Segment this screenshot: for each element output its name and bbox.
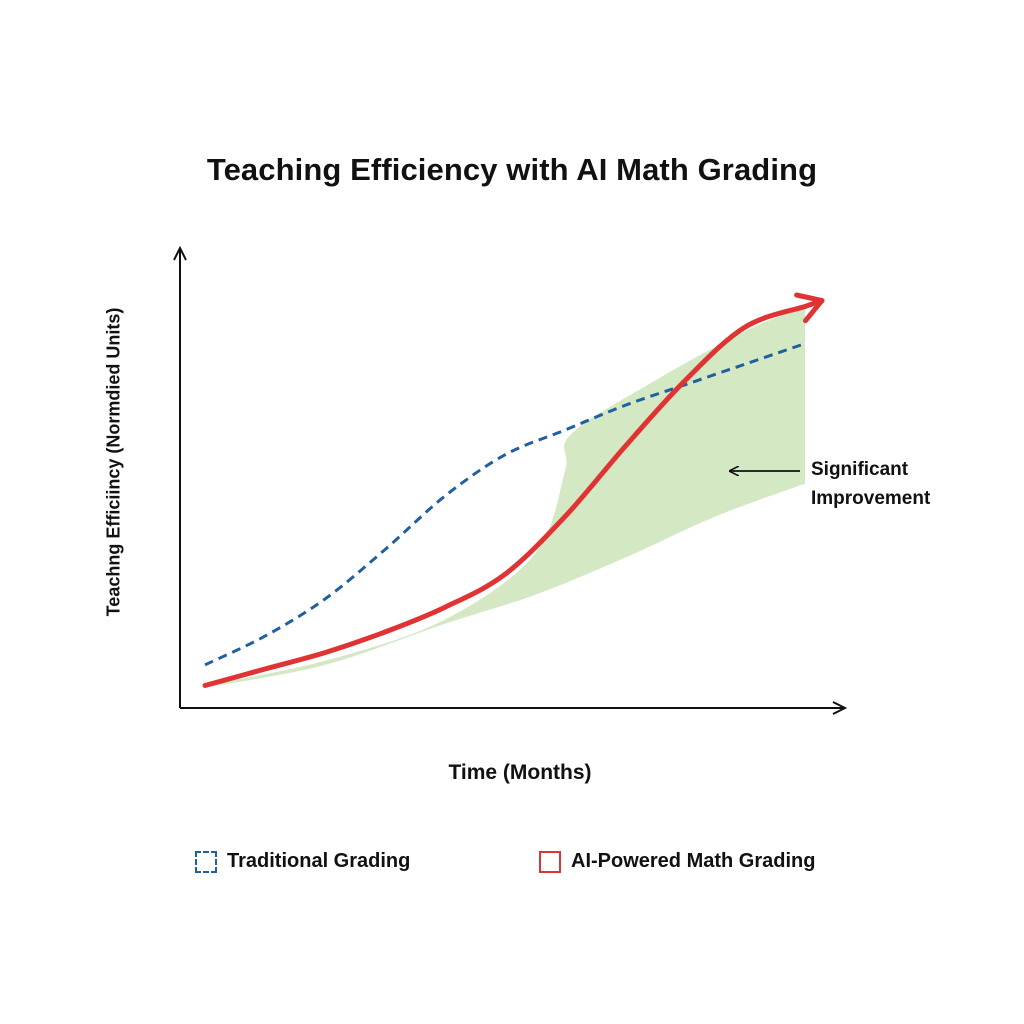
y-axis-label: Teachng Efficiincy (Normdied Units) [103, 307, 124, 617]
legend-swatch-ai [539, 850, 561, 873]
ai-grading-arrowhead [794, 292, 825, 324]
x-axis-label: Time (Months) [448, 761, 592, 784]
chart-title: Teaching Efficiency with AI Math Grading [206, 152, 818, 187]
y-axis-arrowhead [173, 245, 187, 261]
annotation-line-2: Improvement [811, 488, 931, 509]
legend-label-traditional: Traditional Grading [227, 850, 411, 872]
legend-item-ai: AI-Powered Math Grading [539, 850, 815, 873]
legend-label-ai: AI-Powered Math Grading [571, 850, 816, 872]
legend-item-traditional: Traditional Grading [195, 850, 410, 873]
improvement-annotation: Significant Improvement [811, 455, 930, 513]
improvement-shaded-area [205, 306, 805, 688]
annotation-line-1: Significant [811, 459, 909, 480]
traditional-grading-line [204, 342, 806, 667]
x-axis-arrowhead [832, 701, 848, 715]
legend-swatch-traditional [195, 850, 217, 873]
ai-grading-line [202, 298, 825, 688]
